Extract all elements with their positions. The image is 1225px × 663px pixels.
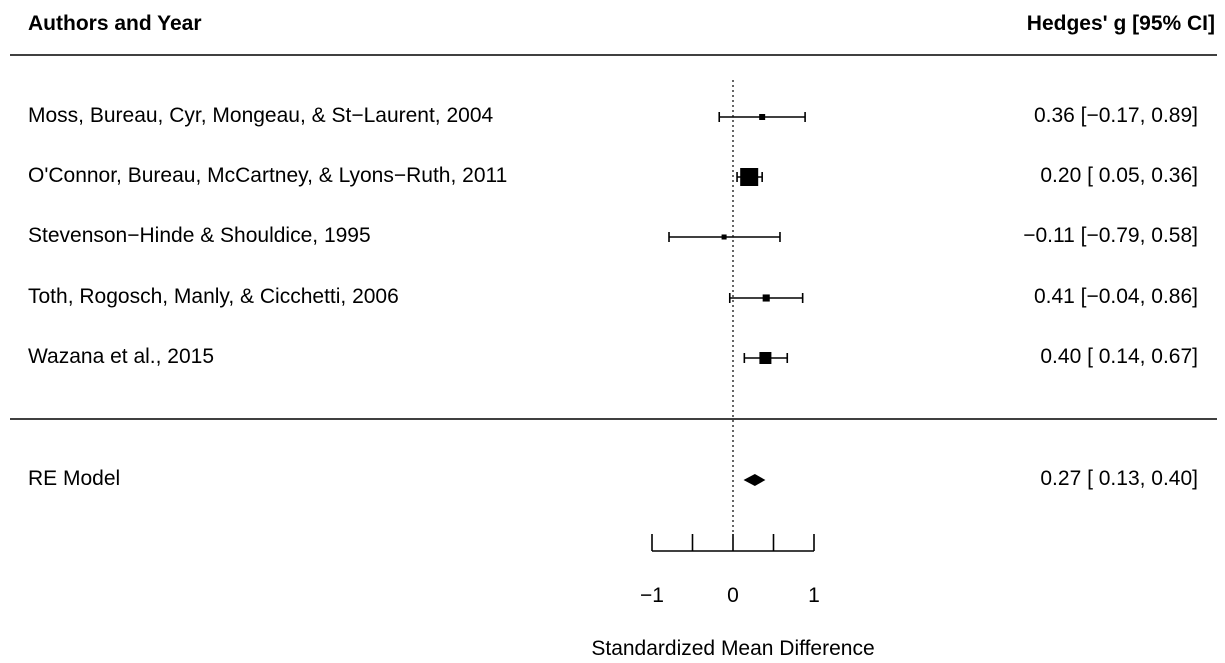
study-effect-ci: 0.20 [ 0.05, 0.36] — [1040, 164, 1198, 187]
study-marker — [759, 352, 772, 364]
study-effect-ci: 0.41 [−0.04, 0.86] — [1033, 285, 1198, 308]
x-tick-label: 0 — [727, 584, 739, 607]
study-marker — [762, 294, 770, 302]
x-axis-label: Standardized Mean Difference — [591, 637, 875, 660]
summary-effect-ci: 0.27 [ 0.13, 0.40] — [1040, 467, 1198, 490]
study-effect-ci: −0.11 [−0.79, 0.58] — [1023, 224, 1198, 247]
study-label: Moss, Bureau, Cyr, Mongeau, & St−Laurent… — [28, 104, 494, 127]
study-label: Stevenson−Hinde & Shouldice, 1995 — [28, 224, 371, 247]
summary-label: RE Model — [28, 467, 121, 490]
x-tick-label: −1 — [640, 584, 664, 607]
summary-diamond — [743, 474, 766, 486]
effect-size-header: Hedges' g [95% CI] — [1026, 12, 1215, 35]
study-label: Toth, Rogosch, Manly, & Cicchetti, 2006 — [28, 285, 399, 308]
study-marker — [759, 114, 766, 120]
study-label: O'Connor, Bureau, McCartney, & Lyons−Rut… — [28, 164, 508, 187]
study-marker — [740, 168, 759, 186]
x-tick-label: 1 — [808, 584, 820, 607]
authors-year-header: Authors and Year — [28, 12, 202, 35]
study-label: Wazana et al., 2015 — [28, 345, 215, 368]
study-effect-ci: 0.36 [−0.17, 0.89] — [1033, 104, 1198, 127]
study-effect-ci: 0.40 [ 0.14, 0.67] — [1040, 345, 1198, 368]
study-marker — [721, 234, 727, 240]
